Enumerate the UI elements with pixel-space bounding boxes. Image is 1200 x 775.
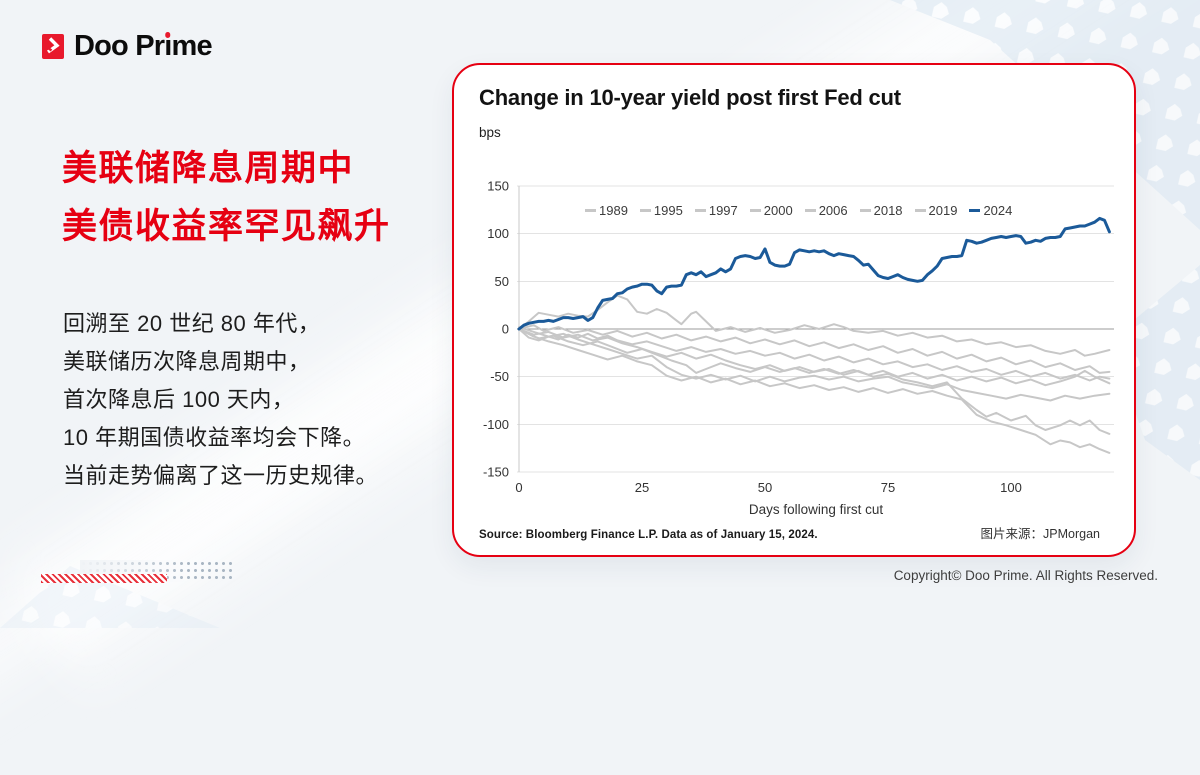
doo-prime-logo-icon [42,34,64,59]
legend-item-2006: 2006 [804,203,848,218]
y-tick-label: -150 [483,465,509,480]
x-tick-label: 50 [758,480,772,495]
chart-card: Change in 10-year yield post first Fed c… [452,63,1136,557]
body-paragraph: 回溯至 20 世纪 80 年代， 美联储历次降息周期中， 首次降息后 100 天… [63,305,378,495]
body-line: 10 年期国债收益率均会下降。 [63,425,366,450]
legend-item-1995: 1995 [639,203,683,218]
y-tick-label: -100 [483,417,509,432]
legend-item-2018: 2018 [859,203,903,218]
body-line: 当前走势偏离了这一历史规律。 [63,463,379,488]
series-line-2018 [518,328,1111,435]
logo-i-dot [165,32,171,38]
copyright-text: Copyright© Doo Prime. All Rights Reserve… [893,568,1158,583]
x-tick-label: 0 [515,480,522,495]
headline: 美联储降息周期中 美债收益率罕见飙升 [62,140,391,256]
series-line-1997 [518,324,1111,374]
legend-label: 1989 [599,203,628,218]
legend-dash [804,209,816,212]
chart-unit-label: bps [479,125,501,140]
series-line-2019 [518,328,1111,454]
legend-label: 1997 [708,203,738,218]
line-chart: 150 100 50 0 -50 -100 -150 0 25 50 75 100 Days follo… [483,179,1114,517]
x-tick-label: 75 [881,480,895,495]
legend-item-2019: 2019 [914,203,958,218]
x-tick-label: 100 [1000,480,1022,495]
legend-item-1997: 1997 [694,203,738,218]
chart-area: 150 100 50 0 -50 -100 -150 0 25 50 75 100 Days follo… [464,170,1128,520]
doo-prime-logo-text: Doo Pr ıme [74,30,213,62]
headline-line-2: 美债收益率罕见飙升 [62,207,391,246]
legend-label: 2024 [983,203,1013,218]
y-tick-label: 50 [495,274,509,289]
legend-dash [639,209,651,212]
legend-label: 1995 [653,203,683,218]
series-line-1995 [518,294,1111,357]
legend-item-2000: 2000 [749,203,793,218]
x-axis-title: Days following first cut [749,502,884,517]
chart-title: Change in 10-year yield post first Fed c… [479,85,901,110]
legend-dash [859,209,871,212]
legend-label: 2000 [763,203,793,218]
image-credit: 图片来源：JPMorgan [980,527,1100,541]
series-line-2000 [518,328,1111,387]
doo-prime-logo: Doo Pr ıme [42,30,213,62]
headline-line-1: 美联储降息周期中 [62,149,355,188]
body-line: 美联储历次降息周期中， [63,349,311,374]
legend-dash [914,209,926,212]
legend-item-1989: 1989 [585,203,628,218]
red-hatched-bar-decoration [41,574,167,583]
series-line-2006 [518,326,1111,402]
body-line: 回溯至 20 世纪 80 年代， [63,311,321,336]
y-tick-label: 0 [502,322,509,337]
legend-dash [969,208,981,213]
legend-dash [585,209,596,212]
legend-label: 2019 [928,203,958,218]
y-tick-label: -50 [490,369,509,384]
legend-label: 2018 [873,203,903,218]
body-line: 首次降息后 100 天内， [63,387,295,412]
legend-label: 2006 [818,203,848,218]
x-tick-label: 25 [635,480,649,495]
chart-legend: 1989 1995 1997 2000 2006 2018 2019 2024 [585,203,1012,218]
legend-dash [749,209,761,212]
legend-item-2024: 2024 [969,203,1012,218]
y-tick-label: 150 [487,179,509,194]
y-tick-label: 100 [487,226,509,241]
series-line-2024 [517,216,1111,331]
series-line-1989 [518,328,1111,382]
chart-source-note: Source: Bloomberg Finance L.P. Data as o… [479,529,818,541]
legend-dash [694,209,706,212]
